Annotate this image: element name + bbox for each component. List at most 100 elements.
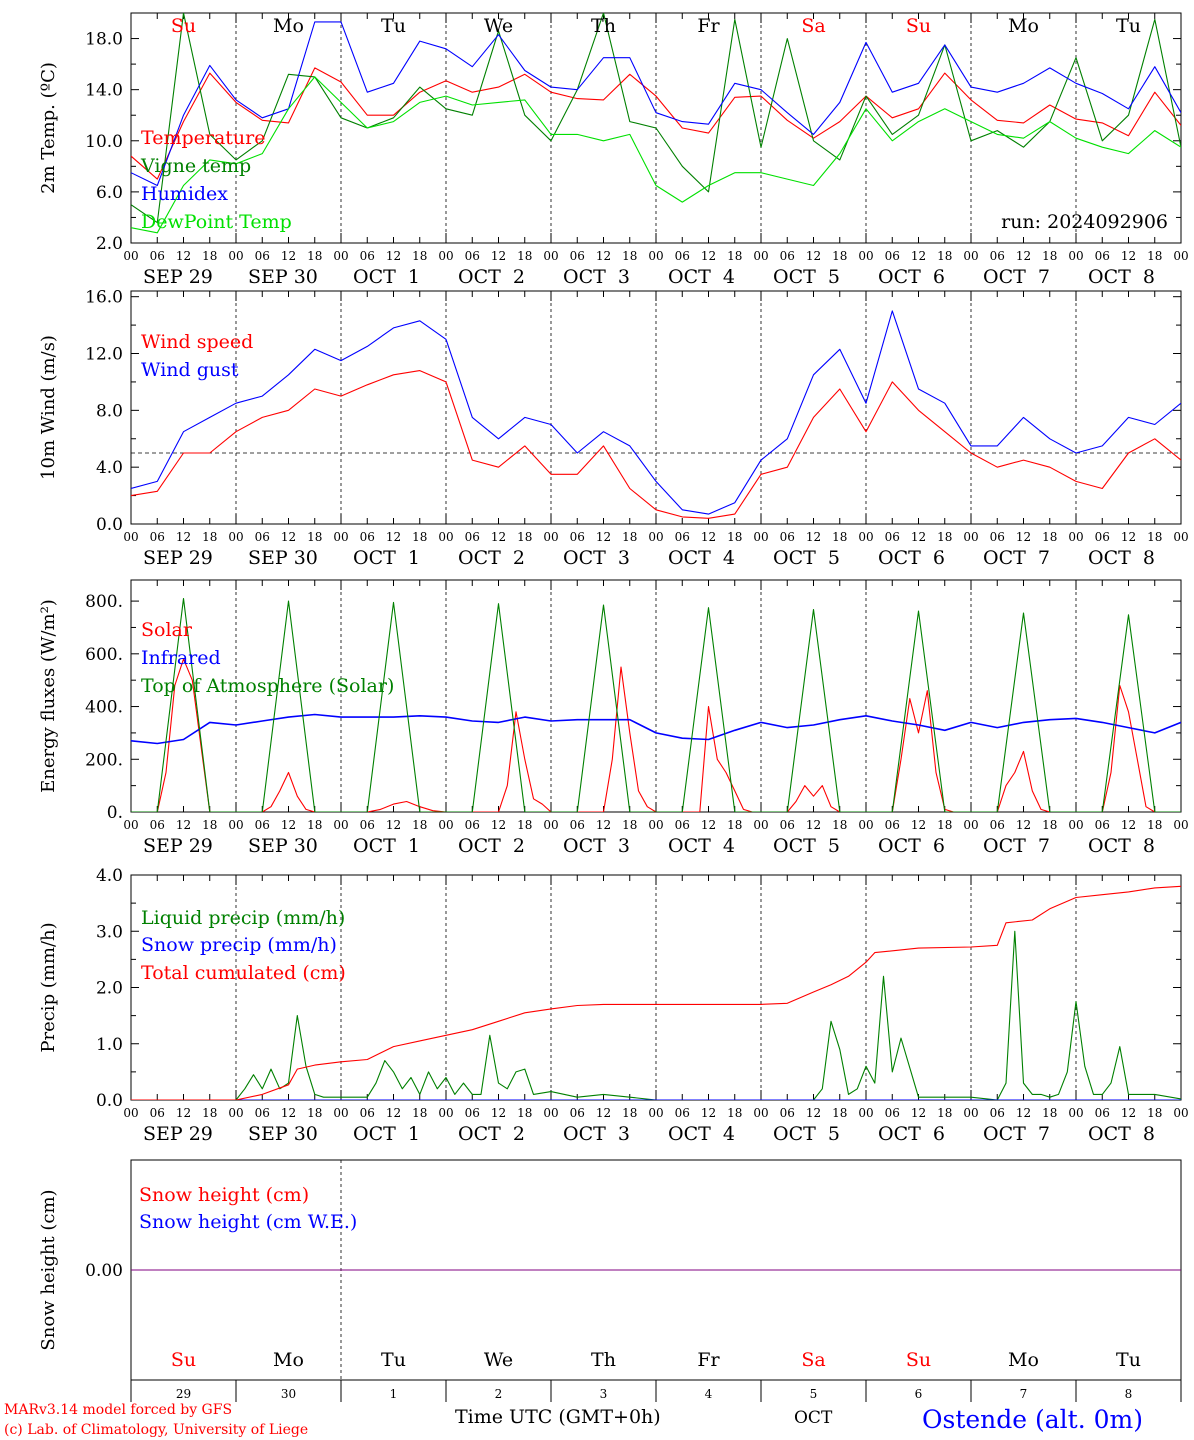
x-tick-label: 00 bbox=[753, 1106, 768, 1120]
month-label: OCT bbox=[794, 1408, 833, 1428]
credit-line-2: (c) Lab. of Climatology, University of L… bbox=[4, 1422, 308, 1438]
x-tick-label: 00 bbox=[228, 530, 243, 544]
day-number-label: 5 bbox=[810, 1387, 818, 1401]
x-tick-label: 06 bbox=[465, 818, 480, 832]
date-label: OCT 1 bbox=[353, 266, 420, 288]
x-tick-label: 06 bbox=[360, 249, 375, 263]
weekday-label: Mo bbox=[1008, 1349, 1039, 1371]
date-label: OCT 4 bbox=[668, 547, 735, 569]
x-tick-label: 12 bbox=[281, 818, 296, 832]
date-label: OCT 6 bbox=[878, 547, 945, 569]
x-tick-label: 06 bbox=[465, 1106, 480, 1120]
x-tick-label: 00 bbox=[228, 249, 243, 263]
date-label: OCT 2 bbox=[458, 835, 525, 857]
x-tick-label: 18 bbox=[412, 1106, 427, 1120]
day-number-label: 29 bbox=[176, 1387, 191, 1401]
date-label: OCT 7 bbox=[983, 1123, 1050, 1145]
x-tick-label: 12 bbox=[1016, 1106, 1031, 1120]
y-tick-label: 12.0 bbox=[85, 345, 123, 365]
date-label: SEP 29 bbox=[143, 547, 213, 569]
weekday-label: Su bbox=[171, 1349, 196, 1371]
legend-entry: DewPoint Temp bbox=[141, 211, 292, 233]
station-label: Ostende (alt. 0m) bbox=[922, 1405, 1143, 1434]
legend-entry: Total cumulated (cm) bbox=[141, 962, 346, 984]
x-tick-label: 12 bbox=[1121, 249, 1136, 263]
series-group bbox=[131, 310, 1181, 519]
y-tick-label: 10.0 bbox=[85, 132, 123, 152]
x-tick-label: 06 bbox=[465, 530, 480, 544]
x-tick-label: 06 bbox=[1095, 249, 1110, 263]
x-tick-label: 06 bbox=[885, 530, 900, 544]
x-tick-label: 12 bbox=[701, 530, 716, 544]
x-tick-label: 18 bbox=[517, 249, 532, 263]
x-tick-label: 00 bbox=[438, 530, 453, 544]
x-tick-label: 12 bbox=[1121, 818, 1136, 832]
date-label: OCT 7 bbox=[983, 835, 1050, 857]
panel-2: 00 06 12 18 00 06 12 18 00 06 12 18 00 06 12 18 00 06 12 18… bbox=[38, 288, 1189, 569]
run-annotation: run: 2024092906 bbox=[1001, 211, 1168, 233]
date-label: OCT 8 bbox=[1088, 266, 1155, 288]
day-number-label: 7 bbox=[1020, 1387, 1028, 1401]
x-tick-label: 12 bbox=[281, 249, 296, 263]
x-tick-label: 00 bbox=[1068, 1106, 1083, 1120]
x-tick-label: 18 bbox=[307, 818, 322, 832]
date-label: OCT 5 bbox=[773, 1123, 840, 1145]
date-label: SEP 29 bbox=[143, 835, 213, 857]
x-tick-label: 00 bbox=[1173, 818, 1188, 832]
series-line-wind-speed bbox=[131, 370, 1181, 519]
panel-1: 00 06 12 18 00 06 12 18 00 06 12 18 00 06 12 18 00 06 12 18… bbox=[38, 12, 1189, 288]
weekday-label: Th bbox=[591, 1349, 616, 1371]
weekday-label: Th bbox=[591, 15, 616, 37]
x-tick-label: 18 bbox=[307, 249, 322, 263]
date-label: SEP 30 bbox=[248, 835, 318, 857]
x-tick-label: 00 bbox=[858, 530, 873, 544]
x-tick-label: 00 bbox=[1173, 530, 1188, 544]
date-label: OCT 3 bbox=[563, 266, 630, 288]
series-line-humidex bbox=[131, 21, 1181, 187]
x-tick-label: 00 bbox=[438, 1106, 453, 1120]
x-tick-label: 12 bbox=[701, 1106, 716, 1120]
x-tick-label: 00 bbox=[123, 818, 138, 832]
x-tick-label: 00 bbox=[438, 249, 453, 263]
series-line-solar bbox=[131, 658, 1181, 812]
x-tick-label: 06 bbox=[360, 818, 375, 832]
x-tick-label: 06 bbox=[990, 1106, 1005, 1120]
legend-entry: Snow precip (mm/h) bbox=[141, 934, 337, 956]
date-label: OCT 8 bbox=[1088, 547, 1155, 569]
x-tick-label: 06 bbox=[255, 530, 270, 544]
x-tick-label: 12 bbox=[491, 249, 506, 263]
x-tick-label: 18 bbox=[937, 249, 952, 263]
weekday-label: Mo bbox=[273, 15, 304, 37]
x-tick-label: 12 bbox=[491, 530, 506, 544]
x-tick-label: 18 bbox=[1042, 249, 1057, 263]
x-tick-label: 06 bbox=[885, 1106, 900, 1120]
legend-entry: Solar bbox=[141, 619, 193, 641]
x-tick-label: 06 bbox=[570, 249, 585, 263]
x-tick-label: 06 bbox=[255, 818, 270, 832]
y-axis-label: Snow height (cm) bbox=[38, 1189, 59, 1350]
x-tick-label: 12 bbox=[596, 530, 611, 544]
date-label: OCT 3 bbox=[563, 547, 630, 569]
x-tick-label: 18 bbox=[937, 818, 952, 832]
y-tick-label: 8.0 bbox=[96, 401, 123, 421]
x-tick-label: 00 bbox=[858, 249, 873, 263]
date-label: OCT 1 bbox=[353, 1123, 420, 1145]
x-tick-label: 00 bbox=[648, 530, 663, 544]
x-tick-label: 06 bbox=[150, 530, 165, 544]
x-tick-label: 00 bbox=[438, 818, 453, 832]
x-tick-label: 18 bbox=[307, 530, 322, 544]
x-tick-label: 00 bbox=[648, 249, 663, 263]
x-tick-label: 00 bbox=[333, 818, 348, 832]
x-tick-label: 18 bbox=[1042, 1106, 1057, 1120]
legend-entry: Snow height (cm W.E.) bbox=[139, 1211, 357, 1233]
weekday-label: We bbox=[484, 15, 513, 37]
x-tick-label: 00 bbox=[543, 1106, 558, 1120]
y-tick-label: 800. bbox=[85, 592, 123, 612]
y-tick-label: 0.0 bbox=[96, 515, 123, 535]
y-tick-label: 600. bbox=[85, 645, 123, 665]
date-label: OCT 6 bbox=[878, 1123, 945, 1145]
x-tick-label: 06 bbox=[150, 818, 165, 832]
x-tick-label: 12 bbox=[281, 1106, 296, 1120]
x-tick-label: 18 bbox=[202, 1106, 217, 1120]
x-tick-label: 06 bbox=[675, 818, 690, 832]
